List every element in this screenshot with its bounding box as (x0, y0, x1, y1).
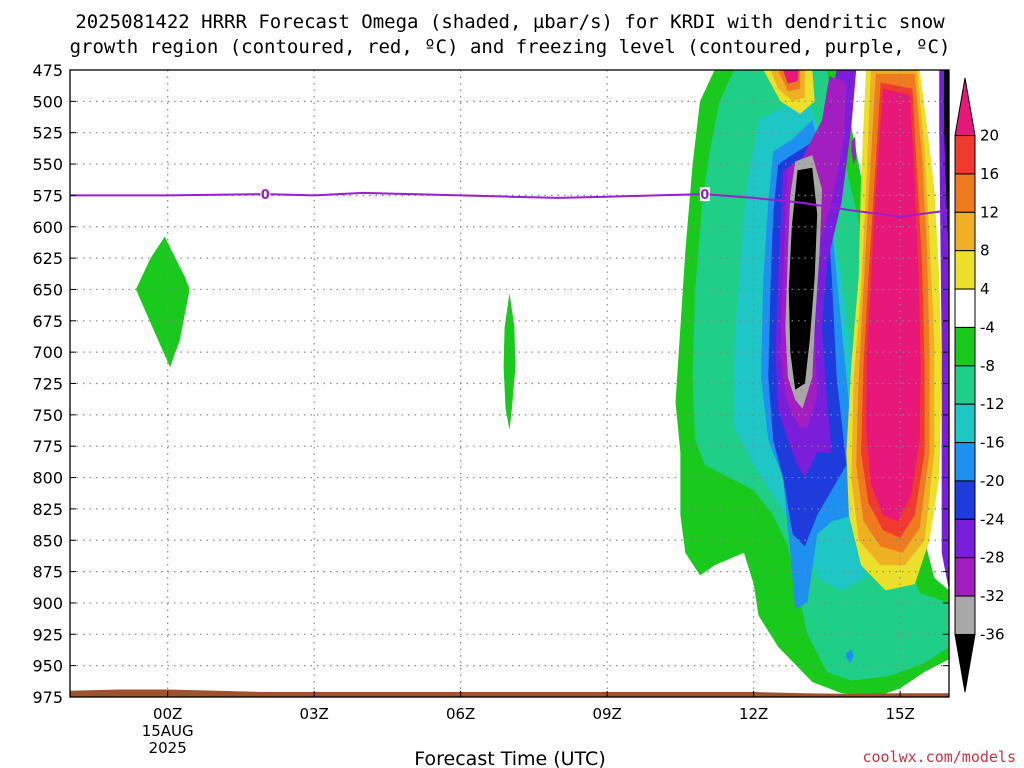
y-tick-label-6: 625 (32, 249, 63, 268)
y-tick-label-11: 750 (32, 406, 63, 425)
colorbar-bin-14 (954, 633, 976, 693)
grid-lines (70, 70, 949, 697)
colorbar-bin-6 (954, 326, 976, 367)
colorbar-label-7: -12 (980, 395, 1005, 413)
y-tick-label-17: 900 (32, 594, 63, 613)
y-tick-label-0: 475 (32, 61, 63, 80)
omega-region-1 (503, 293, 516, 430)
colorbar-label-10: -24 (980, 510, 1005, 528)
freezing-level-label-0: 0 (261, 188, 270, 203)
colorbar-label-11: -28 (980, 549, 1005, 567)
y-tick-label-9: 700 (32, 343, 63, 362)
x-tick-label-4: 12Z (739, 705, 768, 723)
freezing-level-line (70, 191, 949, 218)
omega-region-10 (788, 167, 818, 390)
colorbar-label-4: 4 (980, 280, 990, 298)
y-tick-label-7: 650 (32, 280, 63, 299)
freezing-level-label-1: 0 (700, 188, 709, 203)
colorbar-label-13: -36 (980, 625, 1005, 643)
colorbar-bin-4 (954, 250, 976, 290)
colorbar-bin-9 (954, 442, 976, 482)
colorbar-label-3: 8 (980, 242, 990, 260)
y-tick-label-20: 975 (32, 688, 63, 707)
colorbar-label-2: 12 (980, 203, 999, 221)
y-tick-label-13: 800 (32, 469, 63, 488)
y-tick-label-1: 500 (32, 92, 63, 111)
omega-region-14 (851, 136, 857, 165)
omega-region-0 (135, 236, 190, 368)
y-tick-label-18: 925 (32, 625, 63, 644)
y-tick-label-12: 775 (32, 437, 63, 456)
y-tick-label-3: 550 (32, 155, 63, 174)
colorbar-bin-8 (954, 403, 976, 444)
x-tick-sublabel-0-0: 15AUG (142, 722, 194, 740)
freezing-label-bg-1 (699, 187, 710, 202)
y-tick-label-14: 825 (32, 500, 63, 519)
colorbar-label-0: 20 (980, 127, 999, 145)
x-tick-label-5: 15Z (885, 705, 914, 723)
colorbar-bin-12 (954, 557, 976, 597)
colorbar-bin-0 (954, 77, 976, 137)
chart-title-line-1: 2025081422 HRRR Forecast Omega (shaded, … (75, 11, 945, 33)
x-tick-label-2: 06Z (446, 705, 475, 723)
colorbar-bin-11 (954, 518, 976, 559)
x-tick-label-0: 00Z (153, 705, 182, 723)
colorbar-label-6: -8 (980, 357, 995, 375)
y-tick-label-2: 525 (32, 124, 63, 143)
colorbar-bin-1 (954, 135, 976, 175)
colorbar-bin-10 (954, 480, 976, 520)
colorbar-label-8: -16 (980, 434, 1005, 452)
y-tick-label-16: 875 (32, 563, 63, 582)
ground-area (70, 689, 949, 697)
omega-region-22 (866, 88, 921, 522)
colorbar-label-9: -20 (980, 472, 1005, 490)
y-tick-label-8: 675 (32, 312, 63, 331)
y-tick-label-15: 850 (32, 531, 63, 550)
colorbar-bin-3 (954, 211, 976, 252)
ground-fill (70, 689, 949, 697)
omega-region-23 (783, 70, 799, 84)
x-tick-sublabel-0-1: 2025 (149, 739, 187, 757)
x-tick-label-3: 09Z (592, 705, 621, 723)
freezing-label-bg-0 (260, 187, 271, 202)
colorbar-bin-7 (954, 365, 976, 405)
y-tick-label-4: 575 (32, 186, 63, 205)
y-tick-label-5: 600 (32, 218, 63, 237)
x-tick-label-1: 03Z (299, 705, 328, 723)
colorbar-bin-5 (954, 288, 976, 328)
colorbar-bin-2 (954, 173, 976, 213)
chart-title-line-2: growth region (contoured, red, ºC) and f… (70, 36, 951, 58)
colorbar-label-5: -4 (980, 318, 995, 336)
colorbar-bin-13 (954, 595, 976, 635)
x-axis-label: Forecast Time (UTC) (414, 748, 605, 768)
watermark: coolwx.com/models (862, 748, 1016, 766)
colorbar-label-12: -32 (980, 587, 1005, 605)
omega-region-11 (846, 649, 854, 664)
colorbar-label-1: 16 (980, 165, 999, 183)
y-tick-label-19: 950 (32, 657, 63, 676)
y-axis-ticks: 475 500 525 550 575 600 625 650 675 700 725 750 775 8… (32, 61, 949, 707)
y-tick-label-10: 725 (32, 375, 63, 394)
colorbar: 20 16 12 8 4 -4 -8 -12 -16 -20 -24 -28 -32 -36 (954, 77, 1005, 693)
